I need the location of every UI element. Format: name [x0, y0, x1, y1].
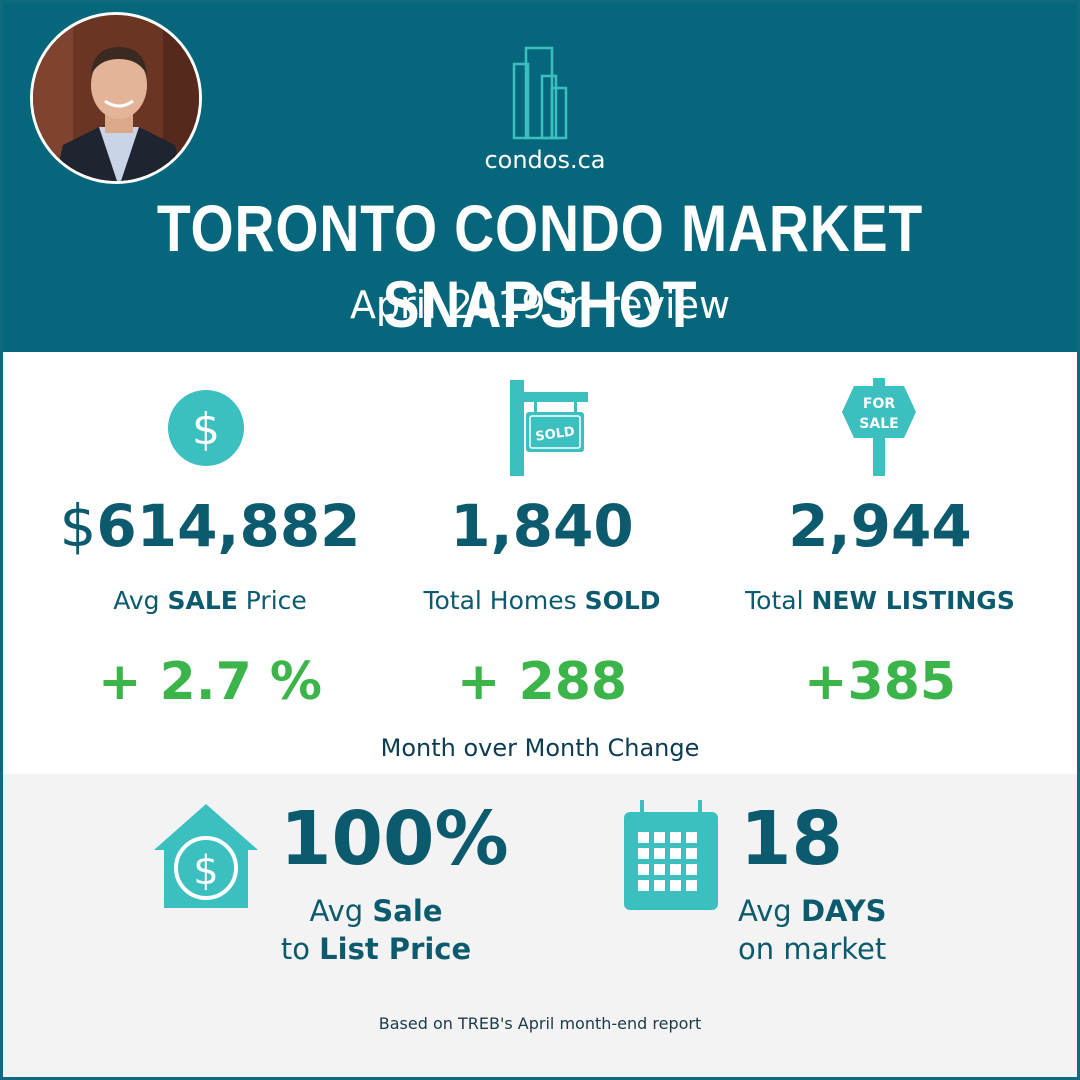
new-listings-value: 2,944	[788, 492, 972, 560]
new-listings-change: +385	[803, 652, 957, 712]
homes-sold-change: + 288	[456, 652, 628, 712]
svg-text:SOLD: SOLD	[535, 424, 576, 444]
homes-sold-value: 1,840	[450, 492, 634, 560]
days-on-market-label: Avg DAYS on market	[738, 894, 887, 966]
brand-name: condos.ca	[484, 146, 606, 174]
avg-sale-price-value: $614,882	[59, 492, 361, 560]
svg-text:FOR: FOR	[863, 396, 895, 412]
change-caption: Month over Month Change	[380, 734, 700, 762]
page-title: TORONTO CONDO MARKET SNAPSHOT	[156, 191, 924, 341]
sold-sign-icon: SOLD	[510, 380, 588, 476]
svg-text:$: $	[193, 848, 218, 894]
market-metrics-section: $ 100% Avg Sale to List Price 18 Avg DAY…	[0, 774, 1080, 1080]
header: condos.ca TORONTO CONDO MARKET SNAPSHOT …	[0, 0, 1080, 352]
sale-to-list-value: 100%	[280, 796, 509, 882]
homes-sold-label: Total Homes SOLD	[423, 586, 661, 615]
for-sale-sign-icon: FOR SALE	[842, 378, 916, 476]
condos-logo-icon	[490, 44, 590, 144]
sale-to-list-label: Avg Sale to List Price	[280, 894, 472, 966]
svg-text:SALE: SALE	[859, 416, 898, 432]
agent-avatar	[30, 12, 202, 184]
new-listings-label: Total NEW LISTINGS	[745, 586, 1015, 615]
dollar-circle-icon: $	[168, 390, 244, 466]
days-on-market-value: 18	[740, 796, 843, 882]
avg-sale-price-label: Avg SALE Price	[113, 586, 307, 615]
calendar-icon	[624, 800, 718, 912]
avg-sale-price-change: + 2.7 %	[98, 652, 322, 712]
svg-text:$: $	[192, 404, 220, 455]
monthly-stats-section: $ $614,882 Avg SALE Price + 2.7 % SOLD 1…	[0, 352, 1080, 774]
page-subtitle: April 2019 in review	[349, 283, 731, 327]
house-dollar-icon: $	[152, 802, 260, 910]
footnote: Based on TREB's April month-end report	[378, 1014, 702, 1033]
